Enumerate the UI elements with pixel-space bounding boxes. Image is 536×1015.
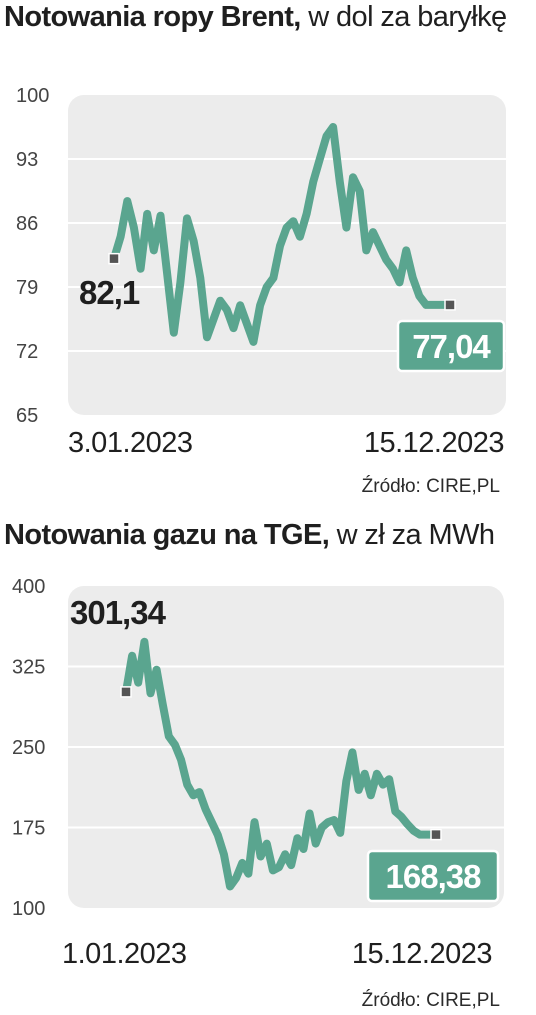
chart1-source: Źródło: CIRE,PL bbox=[361, 476, 500, 497]
chart2-xtick-label: 1.01.2023 bbox=[62, 938, 187, 970]
chart2-ytick-label: 325 bbox=[12, 657, 45, 679]
chart2-end-value-label: 168,38 bbox=[386, 858, 482, 895]
chart1-svg: 100 93 86 79 72 65 82,1 77,04 3.01.2023 15.12.202… bbox=[16, 85, 506, 459]
chart1-ytick-label: 79 bbox=[16, 277, 38, 299]
chart2-title-bold: Notowania gazu na TGE, bbox=[4, 519, 330, 551]
chart1-xtick-label: 15.12.2023 bbox=[364, 427, 504, 459]
chart1-title: Notowania ropy Brent, w dol za baryłkę bbox=[4, 3, 507, 32]
chart2-ytick-label: 175 bbox=[12, 818, 45, 840]
chart1-end-value-badge bbox=[396, 319, 506, 373]
chart1-ytick-label: 93 bbox=[16, 149, 38, 171]
chart1-plot-background bbox=[68, 95, 506, 415]
chart1-series-line bbox=[110, 123, 450, 346]
chart2-start-value-label: 301,34 bbox=[70, 594, 167, 631]
chart2-title-rest: w zł za MWh bbox=[329, 519, 495, 551]
chart1-ytick-label: 100 bbox=[16, 85, 49, 107]
chart2-ytick-label: 400 bbox=[12, 576, 45, 598]
chart1-start-marker bbox=[108, 252, 120, 265]
chart1-start-value-label: 82,1 bbox=[79, 274, 140, 311]
chart2-end-marker bbox=[430, 828, 442, 841]
chart2-ytick-label: 100 bbox=[12, 898, 45, 920]
chart2-ytick-label: 250 bbox=[12, 737, 45, 759]
chart1-title-rest: w dol za baryłkę bbox=[300, 1, 507, 33]
chart1-panel: 100 93 86 79 72 65 82,1 77,04 3.01.2023 15.12.202… bbox=[0, 55, 536, 490]
chart1-end-value-label: 77,04 bbox=[412, 328, 491, 365]
chart1-title-bold: Notowania ropy Brent, bbox=[4, 1, 301, 33]
chart2-source: Źródło: CIRE,PL bbox=[361, 990, 500, 1011]
chart2-title: Notowania gazu na TGE, w zł za MWh bbox=[4, 519, 495, 551]
chart1-xtick-label: 3.01.2023 bbox=[68, 427, 193, 459]
chart2-xtick-label: 15.12.2023 bbox=[352, 938, 492, 970]
chart1-ytick-label: 86 bbox=[16, 213, 38, 235]
chart2-panel: 400 325 250 175 100 301,34 168,38 1.01.2023 15.1… bbox=[0, 570, 536, 982]
chart2-svg: 400 325 250 175 100 301,34 168,38 1.01.2023 15.1… bbox=[12, 576, 504, 970]
chart1-end-marker bbox=[444, 299, 456, 311]
chart2-series-line bbox=[122, 637, 436, 891]
chart2-start-marker bbox=[120, 686, 132, 698]
chart1-ytick-label: 65 bbox=[16, 405, 38, 427]
chart1-ytick-label: 72 bbox=[16, 341, 38, 363]
chart2-end-value-badge bbox=[366, 849, 500, 903]
